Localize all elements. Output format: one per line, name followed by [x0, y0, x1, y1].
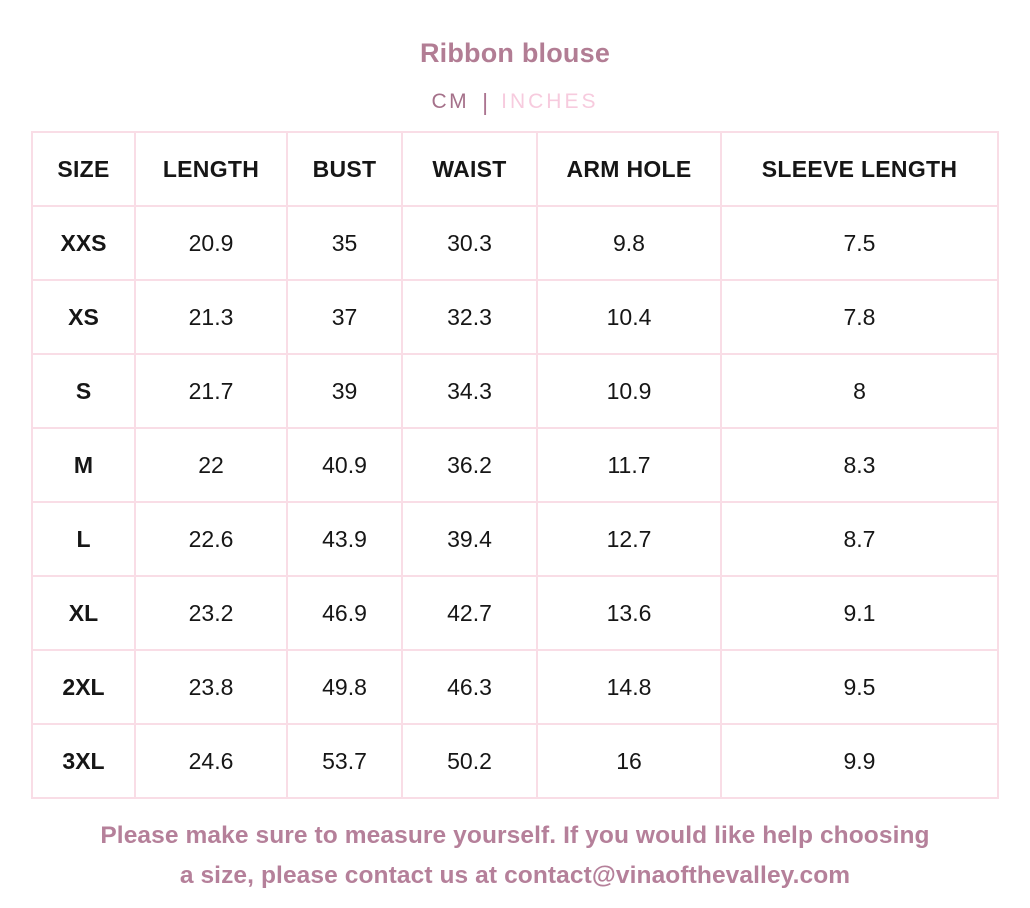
- value-cell: 14.8: [536, 649, 722, 725]
- value-cell: 22.6: [134, 501, 288, 577]
- value-cell: 23.2: [134, 575, 288, 651]
- value-cell: 53.7: [286, 723, 403, 799]
- value-cell: 23.8: [134, 649, 288, 725]
- value-cell: 22: [134, 427, 288, 503]
- value-cell: 10.4: [536, 279, 722, 355]
- value-cell: 39.4: [401, 501, 538, 577]
- unit-toggle-cm[interactable]: CM: [431, 90, 470, 113]
- column-header-size: SIZE: [31, 131, 136, 207]
- value-cell: 8.7: [720, 501, 999, 577]
- value-cell: 30.3: [401, 205, 538, 281]
- value-cell: 7.5: [720, 205, 999, 281]
- value-cell: 35: [286, 205, 403, 281]
- table-row-s: S 21.7 39 34.3 10.9 8: [31, 353, 999, 429]
- value-cell: 9.5: [720, 649, 999, 725]
- size-cell: M: [31, 427, 136, 503]
- unit-toggle-divider: |: [482, 88, 489, 115]
- value-cell: 39: [286, 353, 403, 429]
- table-row-l: L 22.6 43.9 39.4 12.7 8.7: [31, 501, 999, 577]
- column-header-length: LENGTH: [134, 131, 288, 207]
- value-cell: 42.7: [401, 575, 538, 651]
- size-cell: L: [31, 501, 136, 577]
- value-cell: 24.6: [134, 723, 288, 799]
- table-row-xxs: XXS 20.9 35 30.3 9.8 7.5: [31, 205, 999, 281]
- value-cell: 36.2: [401, 427, 538, 503]
- value-cell: 12.7: [536, 501, 722, 577]
- value-cell: 21.3: [134, 279, 288, 355]
- size-cell: XL: [31, 575, 136, 651]
- value-cell: 13.6: [536, 575, 722, 651]
- size-chart-table: SIZE LENGTH BUST WAIST ARM HOLE SLEEVE L…: [31, 131, 999, 799]
- size-cell: S: [31, 353, 136, 429]
- measurement-note: Please make sure to measure yourself. If…: [0, 816, 1030, 896]
- table-header-row: SIZE LENGTH BUST WAIST ARM HOLE SLEEVE L…: [31, 131, 999, 207]
- value-cell: 16: [536, 723, 722, 799]
- table-row-3xl: 3XL 24.6 53.7 50.2 16 9.9: [31, 723, 999, 799]
- value-cell: 10.9: [536, 353, 722, 429]
- value-cell: 46.9: [286, 575, 403, 651]
- value-cell: 46.3: [401, 649, 538, 725]
- value-cell: 49.8: [286, 649, 403, 725]
- value-cell: 9.1: [720, 575, 999, 651]
- size-cell: XXS: [31, 205, 136, 281]
- column-header-waist: WAIST: [401, 131, 538, 207]
- size-cell: XS: [31, 279, 136, 355]
- value-cell: 32.3: [401, 279, 538, 355]
- table-row-xs: XS 21.3 37 32.3 10.4 7.8: [31, 279, 999, 355]
- table-row-m: M 22 40.9 36.2 11.7 8.3: [31, 427, 999, 503]
- value-cell: 50.2: [401, 723, 538, 799]
- measurement-note-line2: a size, please contact us at contact@vin…: [179, 862, 851, 889]
- size-chart-header: Ribbon blouse CM | INCHES: [0, 0, 1030, 114]
- table-row-2xl: 2XL 23.8 49.8 46.3 14.8 9.5: [31, 649, 999, 725]
- column-header-sleeve-length: SLEEVE LENGTH: [720, 131, 999, 207]
- size-cell: 3XL: [31, 723, 136, 799]
- table-row-xl: XL 23.2 46.9 42.7 13.6 9.1: [31, 575, 999, 651]
- value-cell: 20.9: [134, 205, 288, 281]
- unit-toggle: CM | INCHES: [0, 90, 1030, 114]
- value-cell: 37: [286, 279, 403, 355]
- unit-toggle-inches[interactable]: INCHES: [501, 90, 599, 113]
- measurement-note-line1: Please make sure to measure yourself. If…: [100, 822, 930, 849]
- column-header-arm-hole: ARM HOLE: [536, 131, 722, 207]
- product-title: Ribbon blouse: [419, 38, 611, 68]
- size-cell: 2XL: [31, 649, 136, 725]
- value-cell: 40.9: [286, 427, 403, 503]
- value-cell: 8: [720, 353, 999, 429]
- value-cell: 8.3: [720, 427, 999, 503]
- value-cell: 21.7: [134, 353, 288, 429]
- column-header-bust: BUST: [286, 131, 403, 207]
- value-cell: 43.9: [286, 501, 403, 577]
- value-cell: 9.8: [536, 205, 722, 281]
- value-cell: 7.8: [720, 279, 999, 355]
- value-cell: 11.7: [536, 427, 722, 503]
- value-cell: 9.9: [720, 723, 999, 799]
- value-cell: 34.3: [401, 353, 538, 429]
